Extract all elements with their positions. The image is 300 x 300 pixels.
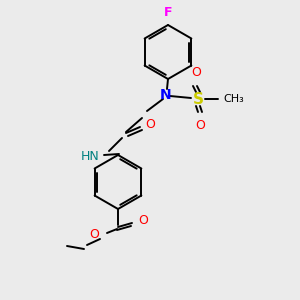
Text: O: O [145,118,155,130]
Text: O: O [138,214,148,227]
Text: N: N [160,88,172,102]
Text: O: O [89,229,99,242]
Text: CH₃: CH₃ [223,94,244,104]
Text: O: O [195,119,205,132]
Text: F: F [164,6,172,19]
Text: O: O [191,66,201,79]
Text: S: S [193,92,203,106]
Text: HN: HN [81,149,100,163]
